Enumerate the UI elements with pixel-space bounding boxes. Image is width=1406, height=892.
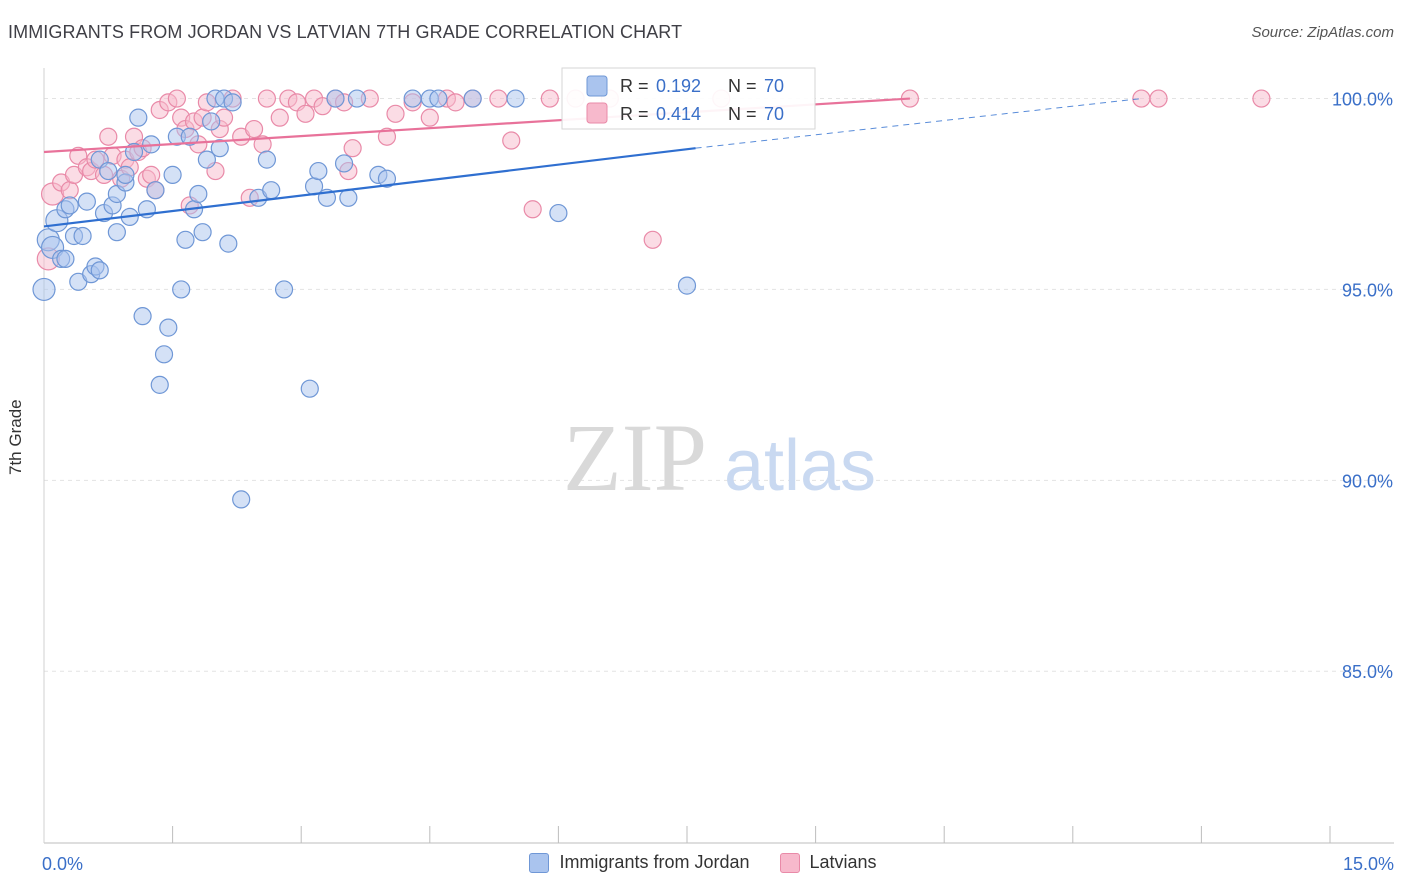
jordan-point-10	[73, 226, 92, 246]
jordan-point-31	[154, 345, 174, 364]
jordan-point-53	[300, 379, 319, 398]
jordan-point-7	[60, 196, 79, 215]
legend-n-label-jordan: N =	[728, 76, 757, 96]
watermark-atlas: atlas	[724, 426, 876, 506]
y-tick-labels: 100.0% 95.0% 90.0% 85.0%	[1332, 90, 1393, 683]
jordan-point-19	[107, 223, 126, 242]
latvians-point-37	[244, 119, 264, 139]
latvians-point-58	[489, 89, 508, 108]
latvians-point-69	[1252, 89, 1271, 108]
latvians-point-60	[523, 200, 542, 219]
jordan-point-36	[176, 230, 195, 249]
gridlines	[44, 98, 1394, 672]
legend-n-value-jordan: 70	[764, 76, 784, 96]
legend-r-value-jordan: 0.192	[656, 76, 701, 96]
jordan-point-11	[77, 192, 96, 211]
axes	[43, 68, 1394, 844]
latvians-point-3	[60, 181, 79, 200]
jordan-point-35	[172, 280, 191, 299]
legend-swatch-latvians	[586, 102, 608, 124]
latvians-point-68	[1149, 89, 1168, 108]
legend-r-label-latvians: R =	[620, 104, 649, 124]
y-tick-label-100: 100.0%	[1332, 90, 1393, 110]
jordan-point-29	[146, 181, 165, 200]
jordan-point-25	[129, 108, 148, 127]
jordan-point-55	[309, 161, 328, 181]
latvians-point-49	[343, 139, 362, 158]
jordan-point-65	[429, 89, 448, 108]
latvians-point-51	[377, 127, 397, 146]
latvians-point-54	[420, 108, 439, 127]
latvians-point-61	[540, 89, 559, 108]
jordan-point-39	[189, 184, 208, 204]
jordan-point-69	[677, 276, 697, 295]
jordan-point-26	[133, 307, 152, 326]
watermark-zip: ZIP	[563, 404, 707, 511]
jordan-point-37	[180, 127, 199, 146]
jordan-point-41	[197, 150, 216, 169]
series-legend-jordan: Immigrants from Jordan	[529, 852, 750, 873]
legend-n-label-latvians: N =	[728, 104, 757, 124]
latvians-point-52	[386, 104, 405, 123]
jordan-point-66	[463, 89, 482, 108]
jordan-trend-extension	[695, 98, 1142, 149]
jordan-point-62	[377, 169, 397, 188]
correlation-legend: R = 0.192 N = 70 R = 0.414 N = 70	[561, 67, 816, 130]
latvians-point-64	[643, 230, 662, 249]
jordan-point-30	[150, 375, 169, 394]
jordan-point-68	[549, 203, 568, 223]
jordan-point-58	[334, 154, 354, 173]
legend-r-label-jordan: R =	[620, 76, 649, 96]
chart-title: IMMIGRANTS FROM JORDAN VS LATVIAN 7TH GR…	[8, 22, 683, 42]
jordan-point-22	[116, 165, 135, 184]
jordan-point-57	[326, 89, 345, 108]
jordan-point-47	[223, 93, 242, 112]
jordan-point-33	[163, 165, 182, 184]
latvians-point-39	[257, 89, 277, 108]
jordan-point-46	[219, 234, 238, 253]
latvians-point-19	[142, 165, 161, 184]
legend-swatch-jordan	[586, 75, 608, 97]
jordan-point-48	[232, 490, 251, 509]
jordan-point-60	[347, 89, 367, 108]
latvians-point-43	[296, 104, 315, 123]
latvians-point-56	[446, 93, 465, 112]
series-swatch-latvians	[779, 852, 800, 873]
series-legend: Immigrants from Jordan Latvians	[0, 852, 1406, 873]
x-ticks	[172, 826, 1331, 843]
legend-r-value-latvians: 0.414	[656, 104, 701, 124]
jordan-point-17	[99, 161, 118, 181]
jordan-point-59	[339, 188, 358, 207]
jordan-point-67	[506, 89, 525, 108]
series-name-latvians: Latvians	[809, 852, 877, 872]
latvians-point-59	[502, 131, 521, 150]
latvians-point-10	[99, 127, 118, 146]
chart-source: Source: ZipAtlas.com	[1251, 24, 1394, 41]
series-legend-latvians: Latvians	[779, 852, 877, 873]
jordan-point-51	[262, 181, 281, 200]
jordan-point-40	[193, 223, 212, 242]
series-swatch-jordan	[529, 852, 550, 873]
jordan-trend-line	[43, 147, 696, 228]
jordan-point-0	[32, 277, 56, 302]
jordan-point-44	[210, 139, 229, 158]
jordan-point-5	[56, 249, 75, 268]
x-tick-label-max: 15.0%	[1343, 854, 1394, 874]
jordan-point-52	[274, 280, 294, 299]
jordan-point-63	[403, 89, 422, 108]
y-tick-label-95: 95.0%	[1342, 280, 1393, 300]
latvians-point-23	[167, 89, 186, 108]
y-tick-label-90: 90.0%	[1342, 471, 1393, 491]
latvians-point-40	[270, 108, 289, 127]
x-tick-label-min: 0.0%	[42, 854, 83, 874]
jordan-point-14	[90, 261, 109, 280]
y-tick-label-85: 85.0%	[1342, 662, 1393, 682]
legend-n-value-latvians: 70	[764, 104, 784, 124]
jordan-point-32	[159, 318, 178, 337]
jordan-point-42	[202, 112, 221, 131]
series-name-jordan: Immigrants from Jordan	[559, 852, 750, 872]
jordan-point-50	[257, 150, 277, 169]
